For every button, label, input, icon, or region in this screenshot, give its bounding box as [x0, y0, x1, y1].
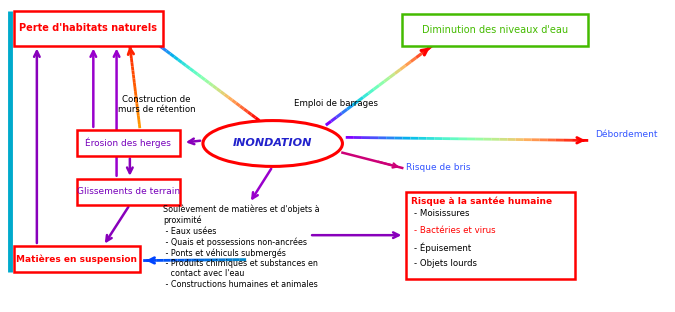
FancyBboxPatch shape	[14, 246, 140, 272]
FancyBboxPatch shape	[402, 14, 588, 46]
Text: Débordement: Débordement	[595, 130, 657, 139]
Text: Érosion des herges: Érosion des herges	[85, 138, 171, 148]
FancyBboxPatch shape	[77, 179, 180, 205]
Text: Diminution des niveaux d'eau: Diminution des niveaux d'eau	[422, 25, 568, 35]
Text: - Objets lourds: - Objets lourds	[414, 259, 477, 268]
Text: Risque de bris: Risque de bris	[406, 163, 470, 173]
Text: Emploi de barrages: Emploi de barrages	[294, 99, 378, 108]
Text: Matières en suspension: Matières en suspension	[16, 254, 137, 264]
Ellipse shape	[203, 120, 342, 166]
Text: Glissements de terrain: Glissements de terrain	[77, 187, 180, 196]
Text: - Bactéries et virus: - Bactéries et virus	[414, 226, 496, 235]
Text: Perte d'habitats naturels: Perte d'habitats naturels	[20, 23, 157, 33]
Text: - Épuisement: - Épuisement	[414, 242, 471, 253]
FancyBboxPatch shape	[77, 130, 180, 156]
FancyBboxPatch shape	[14, 11, 163, 46]
Text: Risque à la santée humaine: Risque à la santée humaine	[411, 196, 552, 206]
FancyBboxPatch shape	[406, 193, 575, 280]
Text: Soulèvement de matières et d'objets à
proximité
 - Eaux usées
 - Quais et posses: Soulèvement de matières et d'objets à pr…	[163, 205, 320, 289]
Text: INONDATION: INONDATION	[233, 139, 313, 149]
Text: - Moisissures: - Moisissures	[414, 209, 470, 218]
Text: Construction de
murs de rétention: Construction de murs de rétention	[117, 95, 195, 114]
